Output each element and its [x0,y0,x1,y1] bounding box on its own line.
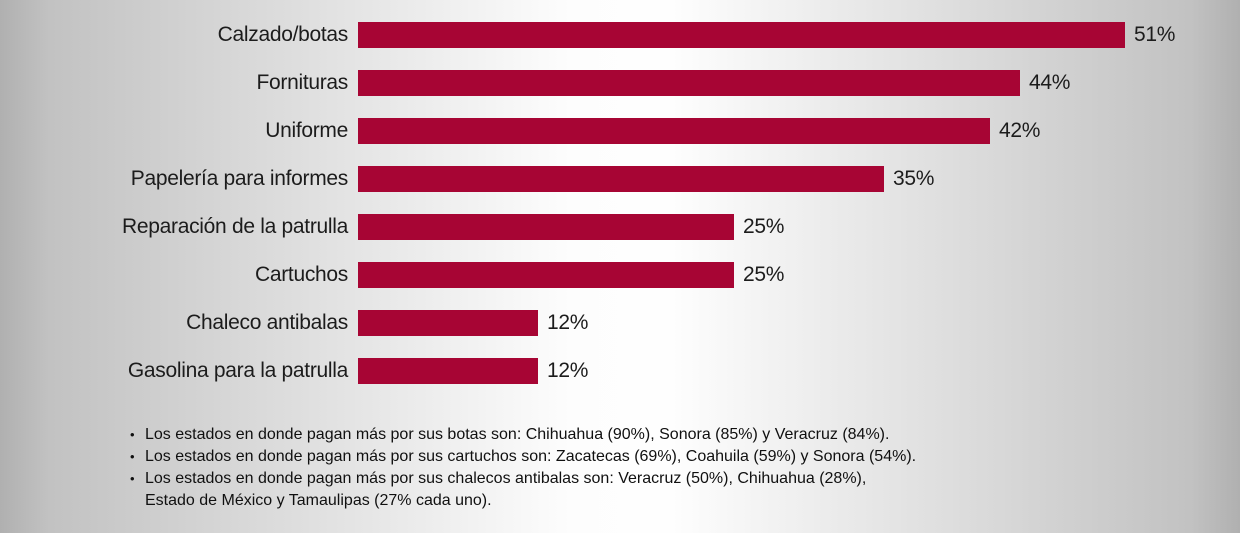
bar-track: 35% [358,155,1240,203]
bar-row: Fornituras 44% [0,59,1240,107]
bar [358,310,538,336]
note-text-continuation: Estado de México y Tamaulipas (27% cada … [145,492,492,509]
category-label: Reparación de la patrulla [122,215,348,238]
value-label: 51% [1134,23,1176,46]
note-text: Los estados en donde pagan más por sus c… [145,448,917,465]
value-label: 44% [1029,71,1071,94]
bullet-icon: • [130,449,135,464]
bar-track: 42% [358,107,1240,155]
bullet-icon: • [130,471,135,486]
note-text-wrap: Los estados en donde pagan más por sus c… [145,468,866,512]
value-label: 42% [999,119,1041,142]
bar [358,22,1125,48]
bar [358,70,1020,96]
bar-track: 51% [358,11,1240,59]
category-label: Chaleco antibalas [186,311,348,334]
category-label: Fornituras [256,71,348,94]
value-label: 25% [743,215,785,238]
category-label: Calzado/botas [217,23,349,46]
value-label: 35% [893,167,935,190]
value-label: 12% [547,359,589,382]
bar [358,214,734,240]
bar-row: Calzado/botas 51% [0,11,1240,59]
bar [358,358,538,384]
category-label: Uniforme [265,119,348,142]
bar-row: Cartuchos 25% [0,251,1240,299]
note-text: Los estados en donde pagan más por sus b… [145,426,890,443]
bar-track: 12% [358,347,1240,395]
category-label: Cartuchos [254,263,348,286]
bar-chart: Calzado/botas 51% Fornituras 44% Uniform… [0,11,1240,395]
bar-track: 44% [358,59,1240,107]
bullet-icon: • [130,427,135,442]
bar-track: 25% [358,251,1240,299]
category-label: Papelería para informes [130,167,349,190]
bar [358,166,884,192]
category-label: Gasolina para la patrulla [127,359,348,382]
bar-row: Uniforme 42% [0,107,1240,155]
bar-row: Papelería para informes 35% [0,155,1240,203]
bar [358,118,990,144]
value-label: 25% [743,263,785,286]
bar-row: Reparación de la patrulla 25% [0,203,1240,251]
bar-row: Gasolina para la patrulla 12% [0,347,1240,395]
note-item: • Los estados en donde pagan más por sus… [130,468,1110,512]
note-text: Los estados en donde pagan más por sus c… [145,470,867,487]
bar-track: 25% [358,203,1240,251]
bar-track: 12% [358,299,1240,347]
bar-row: Chaleco antibalas 12% [0,299,1240,347]
note-item: • Los estados en donde pagan más por sus… [130,446,1110,468]
note-item: • Los estados en donde pagan más por sus… [130,424,1110,446]
footnotes: • Los estados en donde pagan más por sus… [130,424,1110,512]
bar [358,262,734,288]
value-label: 12% [547,311,589,334]
